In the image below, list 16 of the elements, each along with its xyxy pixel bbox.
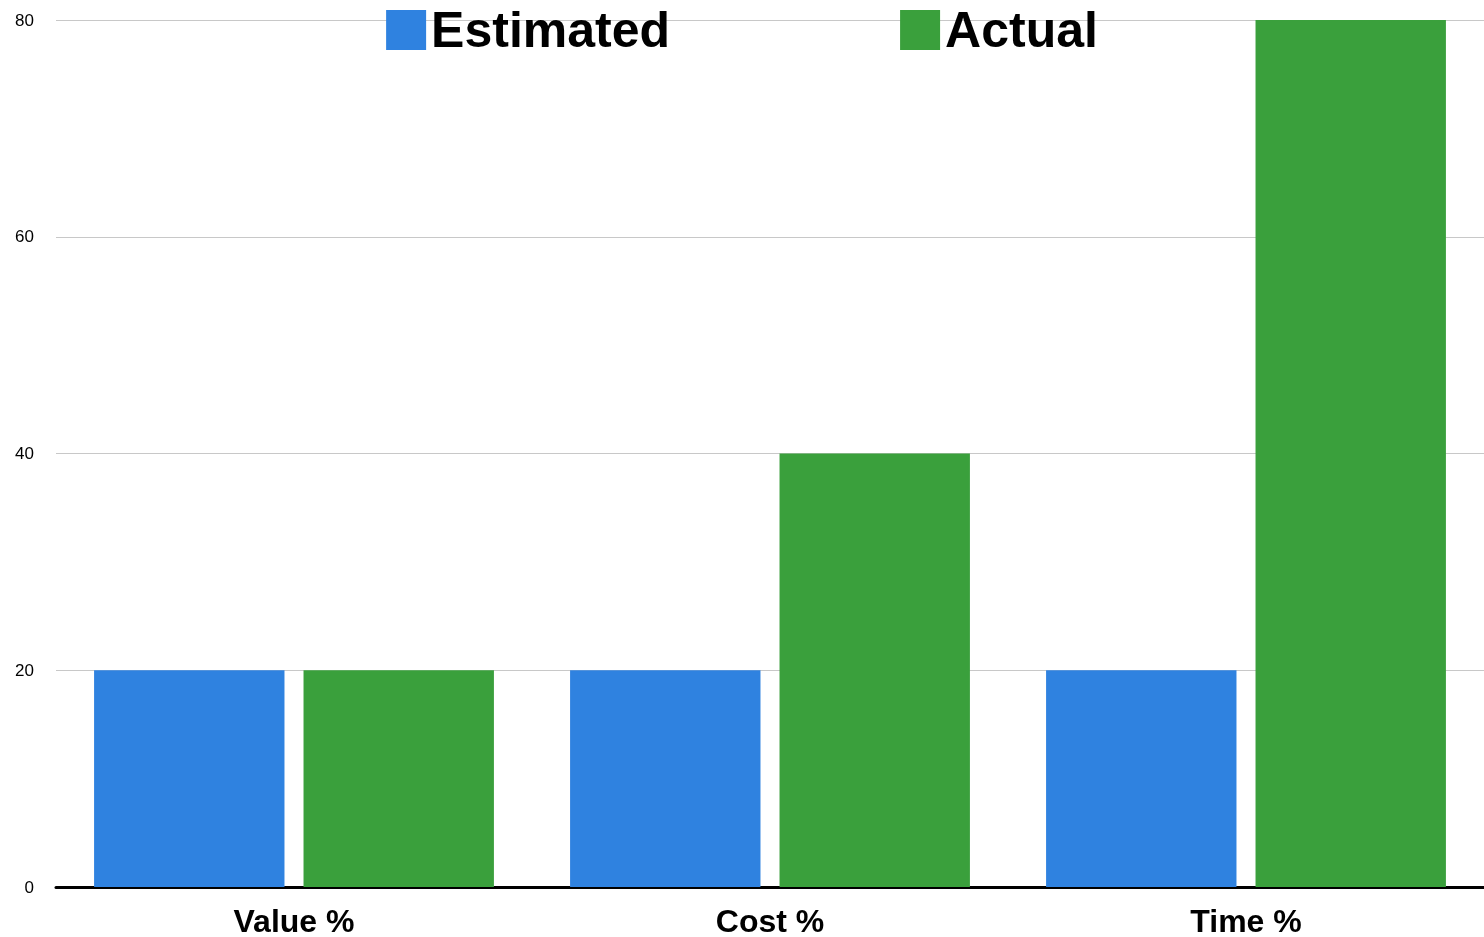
bar xyxy=(1255,20,1446,887)
bar xyxy=(1046,670,1237,887)
y-tick-label: 20 xyxy=(15,660,34,680)
y-tick-label: 80 xyxy=(15,10,34,30)
bar xyxy=(303,670,494,887)
legend-label: Actual xyxy=(945,2,1098,58)
bar xyxy=(94,670,285,887)
bar xyxy=(570,670,761,887)
bar xyxy=(779,453,970,887)
y-tick-label: 60 xyxy=(15,227,34,247)
x-tick-label: Time % xyxy=(1190,903,1302,937)
x-tick-label: Value % xyxy=(233,903,355,937)
x-tick-label: Cost % xyxy=(715,903,825,937)
legend-label: Estimated xyxy=(431,2,671,58)
y-tick-label: 40 xyxy=(15,444,34,463)
y-tick-label: 0 xyxy=(24,877,34,897)
